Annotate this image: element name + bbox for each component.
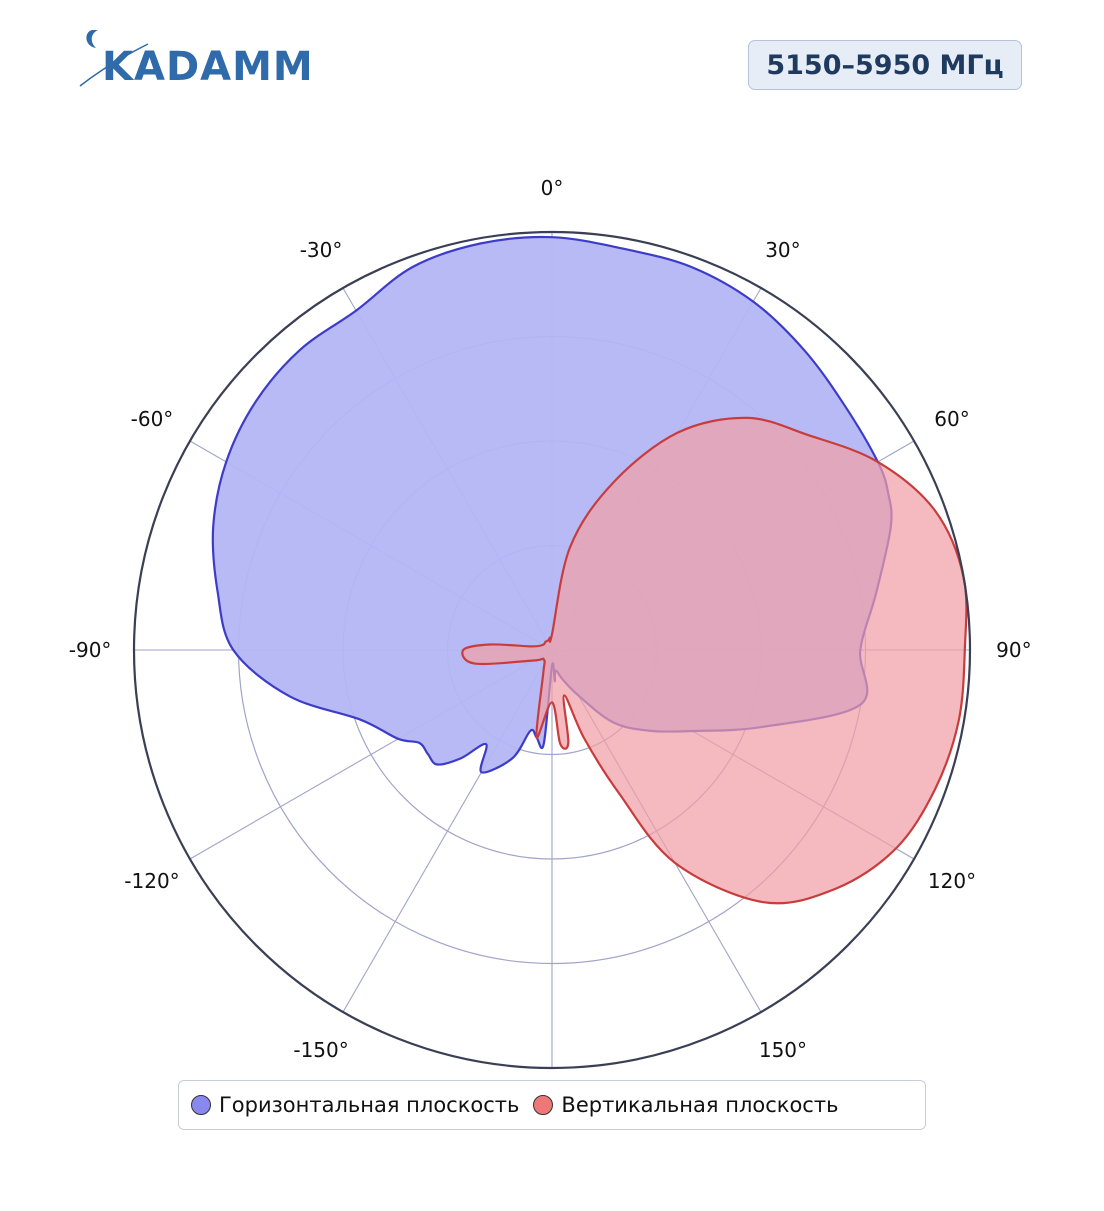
legend-swatch-vertical xyxy=(533,1095,554,1115)
legend-label-vertical: Вертикальная плоскость xyxy=(561,1093,839,1117)
frequency-label: 5150–5950 МГц xyxy=(766,49,1004,81)
legend-swatch-horizontal xyxy=(191,1095,211,1115)
angle-tick-label: -30° xyxy=(300,238,343,262)
legend-label-horizontal: Горизонтальная плоскость xyxy=(219,1093,520,1117)
angle-tick-label: 120° xyxy=(928,869,976,893)
angle-tick-label: -90° xyxy=(69,638,112,662)
legend: Горизонтальная плоскость Вертикальная пл… xyxy=(178,1080,926,1130)
angle-tick-label: 30° xyxy=(765,238,800,262)
angle-tick-label: 0° xyxy=(541,176,564,200)
logo-swoosh-icon xyxy=(79,30,149,87)
angle-tick-label: -120° xyxy=(124,869,179,893)
frequency-badge: 5150–5950 МГц xyxy=(748,40,1022,90)
series-vertical-pattern xyxy=(461,416,968,905)
legend-item-horizontal[interactable]: Горизонтальная плоскость xyxy=(191,1093,519,1117)
logo-text: KADAMM xyxy=(102,44,314,90)
angle-tick-label: -60° xyxy=(131,407,174,431)
angle-tick-label: 90° xyxy=(996,638,1031,662)
angle-tick-label: -150° xyxy=(293,1038,348,1062)
kadamm-logo: KADAMM xyxy=(78,24,313,94)
outer-circle xyxy=(132,230,972,1070)
legend-item-vertical[interactable]: Вертикальная плоскость xyxy=(533,1093,838,1117)
angle-tick-label: 60° xyxy=(934,407,969,431)
angle-tick-label: 150° xyxy=(759,1038,807,1062)
